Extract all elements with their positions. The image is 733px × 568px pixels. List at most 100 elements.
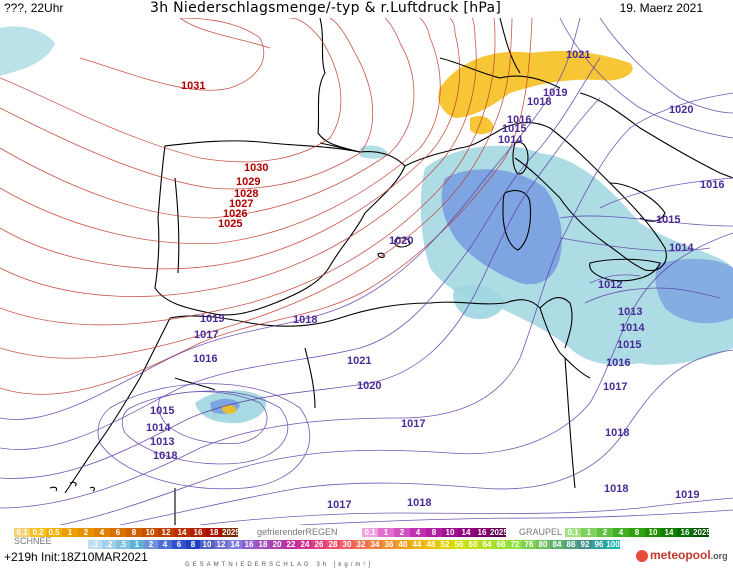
legend-swatch: 0.1 — [362, 528, 378, 537]
legend-swatch: 2 — [394, 528, 410, 537]
legend-swatch: 72 — [508, 540, 522, 549]
rain-area-algeria — [453, 284, 505, 320]
isobar-label: 1030 — [244, 162, 269, 174]
legend-swatch: 0.1 — [14, 528, 30, 537]
isobar-label: 1019 — [543, 87, 568, 99]
legend-swatch: 32 — [354, 540, 368, 549]
brand-logo[interactable]: meteopool.org — [636, 548, 728, 562]
isobar-1029 — [0, 18, 374, 190]
morocco-border — [174, 377, 216, 525]
legend-swatch: 40 — [396, 540, 410, 549]
forecast-date: 19. Maerz 2021 — [619, 1, 703, 15]
isobar-label: 1016 — [193, 353, 218, 365]
legend-swatch: 14 — [458, 528, 474, 537]
isobar-label: 1015 — [150, 405, 175, 417]
legend-swatch: 1 — [581, 528, 597, 537]
isobars-high — [0, 18, 533, 395]
isobar-1012-c — [589, 274, 641, 284]
isobar-1030 — [0, 18, 342, 163]
legend-swatch: 80 — [536, 540, 550, 549]
isobar-morocco-low-3 — [97, 383, 310, 490]
isobars-low — [0, 18, 733, 525]
snow-area-corsica — [470, 116, 494, 135]
legend-swatch: 20 — [270, 540, 284, 549]
legend-swatch: 24 — [298, 540, 312, 549]
legend-swatch: 12 — [158, 528, 174, 537]
isobar-label: 1018 — [527, 96, 552, 108]
isobar-label: 1016 — [700, 179, 725, 191]
isobar-label: 1020 — [389, 235, 414, 247]
legend-swatch: 16 — [474, 528, 490, 537]
isobar-label: 1018 — [407, 497, 432, 509]
isobar-morocco-low-1 — [158, 391, 268, 444]
isobar-label: 1014 — [669, 242, 694, 254]
legend-freezing: 0.1 1 2 4 8 10 14 16 2025+ — [362, 528, 512, 537]
isobar-label: 1018 — [293, 314, 318, 326]
alps-borders — [439, 18, 561, 89]
isobar-1021-b — [0, 18, 581, 420]
legend-swatch: 68 — [494, 540, 508, 549]
legend-swatch: 2 — [144, 540, 158, 549]
isobar-1014-c — [559, 237, 711, 252]
legend-swatch: 4 — [613, 528, 629, 537]
legend-swatch: 10 — [200, 540, 214, 549]
legend-swatch: 88 — [564, 540, 578, 549]
legend-swatch: 18 — [256, 540, 270, 549]
legend-swatch: 6 — [110, 528, 126, 537]
isobar-1019-b — [0, 97, 601, 479]
legend-swatch: 10 — [645, 528, 661, 537]
isobar-label: 1021 — [347, 355, 372, 367]
isobar-morocco-low-2 — [121, 390, 289, 465]
legend-graupel-label: GRAUPEL — [519, 527, 563, 537]
isobar-label: 1015 — [617, 339, 642, 351]
isobar-1016-c — [599, 177, 733, 209]
legend-swatch: 92 — [578, 540, 592, 549]
legend-swatch: 76 — [522, 540, 536, 549]
rain-area-ionian — [655, 258, 733, 324]
legend-swatch: 2025+ — [693, 528, 716, 537]
legend-swatch: 2 — [78, 528, 94, 537]
legend-swatch: 18 — [206, 528, 222, 537]
legend-rain: 0.1 0.2 0.5 1 2 4 6 8 10 12 14 16 18 2025+ — [14, 528, 245, 537]
legend-graupel: 0.1 1 2 4 8 10 14 16 2025+ — [565, 528, 716, 537]
isobar-label: 1017 — [327, 499, 352, 511]
isobar-label: 1025 — [218, 218, 243, 230]
isobar-label: 1021 — [566, 49, 591, 61]
legend-swatch: 1 — [62, 528, 78, 537]
isobar-label: 1013 — [150, 436, 175, 448]
isobar-label: 1017 — [194, 329, 219, 341]
isobar-1019-east — [559, 18, 733, 139]
brand-suffix: .org — [710, 551, 728, 561]
legend-swatch: 12 — [214, 540, 228, 549]
legend-swatch: 36 — [382, 540, 396, 549]
isobar-1018-c — [199, 497, 733, 525]
corsica — [512, 141, 529, 175]
morocco-atlantic — [64, 317, 171, 494]
isobar-label: 1018 — [605, 427, 630, 439]
legend-swatch: 16 — [190, 528, 206, 537]
isobar-label: 1017 — [401, 418, 426, 430]
legend-total-label: GESAMTNIEDERSCHLAG 3h [kg/m²] — [185, 562, 374, 568]
balearic-ibiza — [377, 252, 385, 258]
brand-name: meteopool — [650, 548, 711, 562]
legend-swatch: 16 — [242, 540, 256, 549]
isobar-label: 1015 — [502, 123, 527, 135]
iberia-coast — [154, 140, 406, 316]
isobar-1020-b — [0, 57, 601, 450]
isobar-1031 — [79, 18, 265, 91]
isobar-label: 1018 — [153, 450, 178, 462]
coastlines — [49, 18, 733, 525]
legend-swatch: 26 — [312, 540, 326, 549]
legend-swatch: 2025+ — [222, 528, 245, 537]
isobar-label: 1017 — [603, 381, 628, 393]
legend-swatch: 1 — [378, 528, 394, 537]
libya-border — [564, 357, 576, 489]
legend-swatch: 8 — [629, 528, 645, 537]
isobar-1017-c — [299, 509, 733, 525]
legend-swatch: 0.5 — [46, 528, 62, 537]
isobar-1025 — [0, 18, 477, 297]
isobar-label: 1020 — [669, 104, 694, 116]
legend-swatch: 48 — [424, 540, 438, 549]
map-title: 3h Niederschlagsmenge/-typ & r.Luftdruck… — [150, 0, 502, 16]
legend-swatch: 2 — [597, 528, 613, 537]
